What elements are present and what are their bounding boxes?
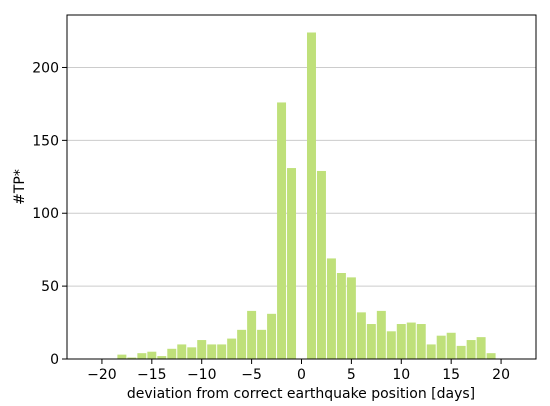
bar	[217, 344, 227, 359]
bar	[326, 258, 336, 359]
bar	[207, 344, 217, 359]
x-tick-label: 10	[392, 367, 410, 383]
bar	[316, 170, 326, 359]
bar	[117, 354, 127, 359]
bar	[436, 335, 446, 359]
bar	[466, 340, 476, 359]
bar	[356, 312, 366, 359]
plot-frame	[66, 14, 537, 360]
bar	[247, 310, 257, 359]
bar	[396, 324, 406, 359]
bar	[366, 324, 376, 359]
bar	[406, 322, 416, 359]
bar	[346, 277, 356, 359]
y-tick-label: 100	[32, 206, 59, 222]
bar	[237, 329, 247, 359]
bar	[386, 331, 396, 359]
bars	[117, 32, 496, 360]
bar	[277, 102, 287, 359]
bar	[376, 310, 386, 359]
bar	[257, 329, 267, 359]
x-tick-label: 0	[297, 367, 306, 383]
bar	[227, 338, 237, 359]
y-axis-ticks: 0 50 100 150 200	[32, 60, 67, 368]
bar	[416, 324, 426, 359]
bar	[426, 344, 436, 359]
x-tick-label: −5	[241, 367, 262, 383]
bar	[137, 353, 147, 359]
bar	[147, 351, 157, 359]
x-tick-label: 20	[492, 367, 510, 383]
bar	[287, 168, 297, 359]
bar	[187, 347, 197, 359]
y-tick-label: 0	[50, 352, 59, 368]
y-tick-label: 200	[32, 60, 59, 76]
bar	[476, 337, 486, 359]
x-tick-label: −20	[87, 367, 117, 383]
bar	[336, 273, 346, 359]
x-tick-label: 15	[442, 367, 460, 383]
y-axis-label: #TP*	[12, 169, 28, 205]
bar	[306, 32, 316, 360]
bar	[267, 313, 277, 359]
y-tick-label: 50	[41, 279, 59, 295]
bar	[157, 356, 167, 359]
bar	[486, 353, 496, 359]
x-axis-ticks: −20 −15 −10 −5 0 5 10 15 20	[87, 359, 510, 383]
x-tick-label: 5	[347, 367, 356, 383]
bar	[177, 344, 187, 359]
bar	[127, 357, 137, 359]
x-tick-label: −15	[137, 367, 167, 383]
bar	[456, 345, 466, 359]
x-tick-label: −10	[187, 367, 217, 383]
y-tick-label: 150	[32, 133, 59, 149]
grid-lines	[67, 66, 536, 287]
bar	[197, 340, 207, 359]
x-axis-label: deviation from correct earthquake positi…	[127, 386, 475, 402]
bar	[446, 332, 456, 359]
bar	[167, 348, 177, 359]
